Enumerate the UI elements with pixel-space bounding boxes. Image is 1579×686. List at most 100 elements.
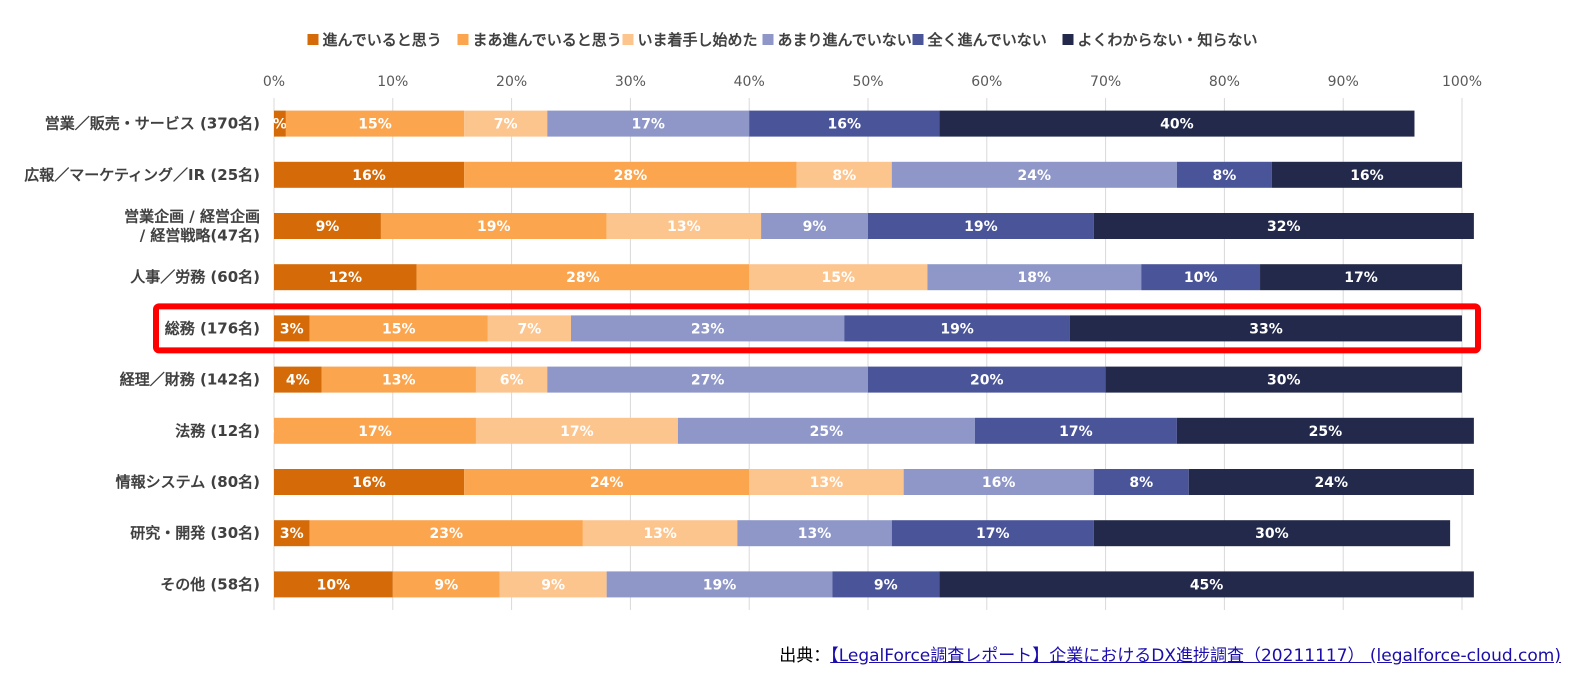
data-label: 16%: [352, 475, 386, 491]
data-label: 16%: [827, 117, 861, 133]
bar-segment: [761, 213, 868, 239]
data-label: 13%: [810, 475, 844, 491]
data-label: 23%: [430, 526, 464, 542]
category-label: その他 (58名): [160, 575, 260, 593]
bar-segment: [274, 520, 310, 547]
legend-label: 進んでいると思う: [323, 31, 442, 49]
bar-segment: [274, 417, 476, 444]
category-label: / 経営戦略(47名): [140, 227, 260, 245]
bar-segment: [1141, 264, 1261, 291]
data-label: 24%: [1315, 475, 1349, 491]
bar-segment: [380, 213, 607, 239]
data-label: 19%: [703, 577, 737, 593]
source-prefix: 出典：: [779, 646, 831, 666]
bar-segment: [274, 315, 310, 342]
bar-segment: [571, 315, 845, 342]
legend-swatch: [457, 34, 469, 45]
data-label: 32%: [1267, 219, 1301, 235]
bar-segment: [677, 417, 975, 444]
category-label: 法務 (12名): [175, 422, 260, 440]
bar-segment: [1271, 161, 1462, 188]
bar-segment: [1069, 315, 1462, 342]
data-label: 28%: [566, 270, 600, 286]
data-label: 17%: [1059, 424, 1093, 440]
data-label: 13%: [667, 219, 701, 235]
bar-segment: [737, 520, 892, 547]
data-label: 40%: [1160, 117, 1194, 133]
data-label: 20%: [970, 373, 1004, 389]
data-label: 8%: [1213, 168, 1237, 184]
data-label: 19%: [964, 219, 998, 235]
x-tick-label: 0%: [263, 74, 285, 90]
legend-label: よくわからない・知らない: [1078, 31, 1258, 49]
data-label: 33%: [1249, 321, 1283, 337]
data-label: 45%: [1190, 577, 1224, 593]
bar-segment: [749, 469, 904, 495]
category-label: 人事／労務 (60名): [130, 268, 260, 286]
source-link[interactable]: 【LegalForce調査レポート】企業におけるDX進捗調査（20211117）…: [830, 646, 1561, 666]
bar-segment: [1260, 264, 1462, 291]
bar-segment: [1093, 520, 1451, 547]
bar-segment: [606, 213, 762, 239]
source-citation: 出典：【LegalForce調査レポート】企業におけるDX進捗調査（202111…: [779, 641, 1561, 666]
data-label: 24%: [590, 475, 624, 491]
bar-segment: [464, 469, 750, 495]
data-label: 15%: [358, 117, 392, 133]
data-label: 30%: [1267, 373, 1301, 389]
bar-segment: [475, 417, 678, 444]
bar-segment: [832, 571, 940, 598]
bar-segment: [464, 161, 797, 188]
x-tick-label: 60%: [971, 74, 1002, 90]
bar-segment: [1093, 213, 1474, 239]
x-tick-label: 80%: [1209, 74, 1240, 90]
bar-segment: [868, 213, 1094, 239]
data-label: 13%: [798, 526, 832, 542]
bar-segment: [274, 571, 393, 598]
data-label: 17%: [976, 526, 1010, 542]
bar-segment: [464, 110, 548, 137]
bar-segment: [309, 520, 583, 547]
bar-segment: [547, 110, 750, 137]
data-label: %: [273, 117, 287, 133]
bar-segment: [321, 366, 476, 393]
data-label: 13%: [382, 373, 416, 389]
bar-segment: [891, 520, 1094, 547]
bar-segment: [844, 315, 1070, 342]
bar-segment: [487, 315, 571, 342]
legend-label: まあ進んでいると思う: [473, 31, 622, 49]
highlight-box: [153, 303, 1481, 354]
bar-segment: [1176, 417, 1474, 444]
legend-label: 全く進んでいない: [927, 31, 1047, 49]
bar-segment: [274, 110, 286, 137]
data-label: 17%: [560, 424, 594, 440]
bar-segment: [274, 469, 465, 495]
bar-segment: [582, 520, 738, 547]
category-label: 研究・開発 (30名): [130, 524, 260, 542]
bar-segment: [1105, 366, 1462, 393]
data-label: 12%: [329, 270, 363, 286]
data-label: 8%: [832, 168, 856, 184]
data-label: 28%: [614, 168, 648, 184]
x-tick-label: 40%: [734, 74, 765, 90]
bar-segment: [392, 571, 500, 598]
x-tick-label: 50%: [852, 74, 883, 90]
data-label: 25%: [810, 424, 844, 440]
data-label: 17%: [358, 424, 392, 440]
bar-segment: [274, 366, 322, 393]
data-label: 16%: [1350, 168, 1384, 184]
bar-segment: [309, 315, 488, 342]
data-label: 18%: [1018, 270, 1052, 286]
data-label: 19%: [940, 321, 974, 337]
data-label: 16%: [352, 168, 386, 184]
data-label: 16%: [982, 475, 1016, 491]
bar-segment: [891, 161, 1177, 188]
bar-segment: [1093, 469, 1189, 495]
data-label: 10%: [1184, 270, 1218, 286]
data-label: 7%: [494, 117, 518, 133]
category-label: 情報システム (80名): [116, 473, 260, 491]
data-label: 15%: [822, 270, 856, 286]
data-label: 3%: [280, 321, 304, 337]
data-label: 9%: [803, 219, 827, 235]
bar-segment: [1176, 161, 1272, 188]
data-label: 3%: [280, 526, 304, 542]
